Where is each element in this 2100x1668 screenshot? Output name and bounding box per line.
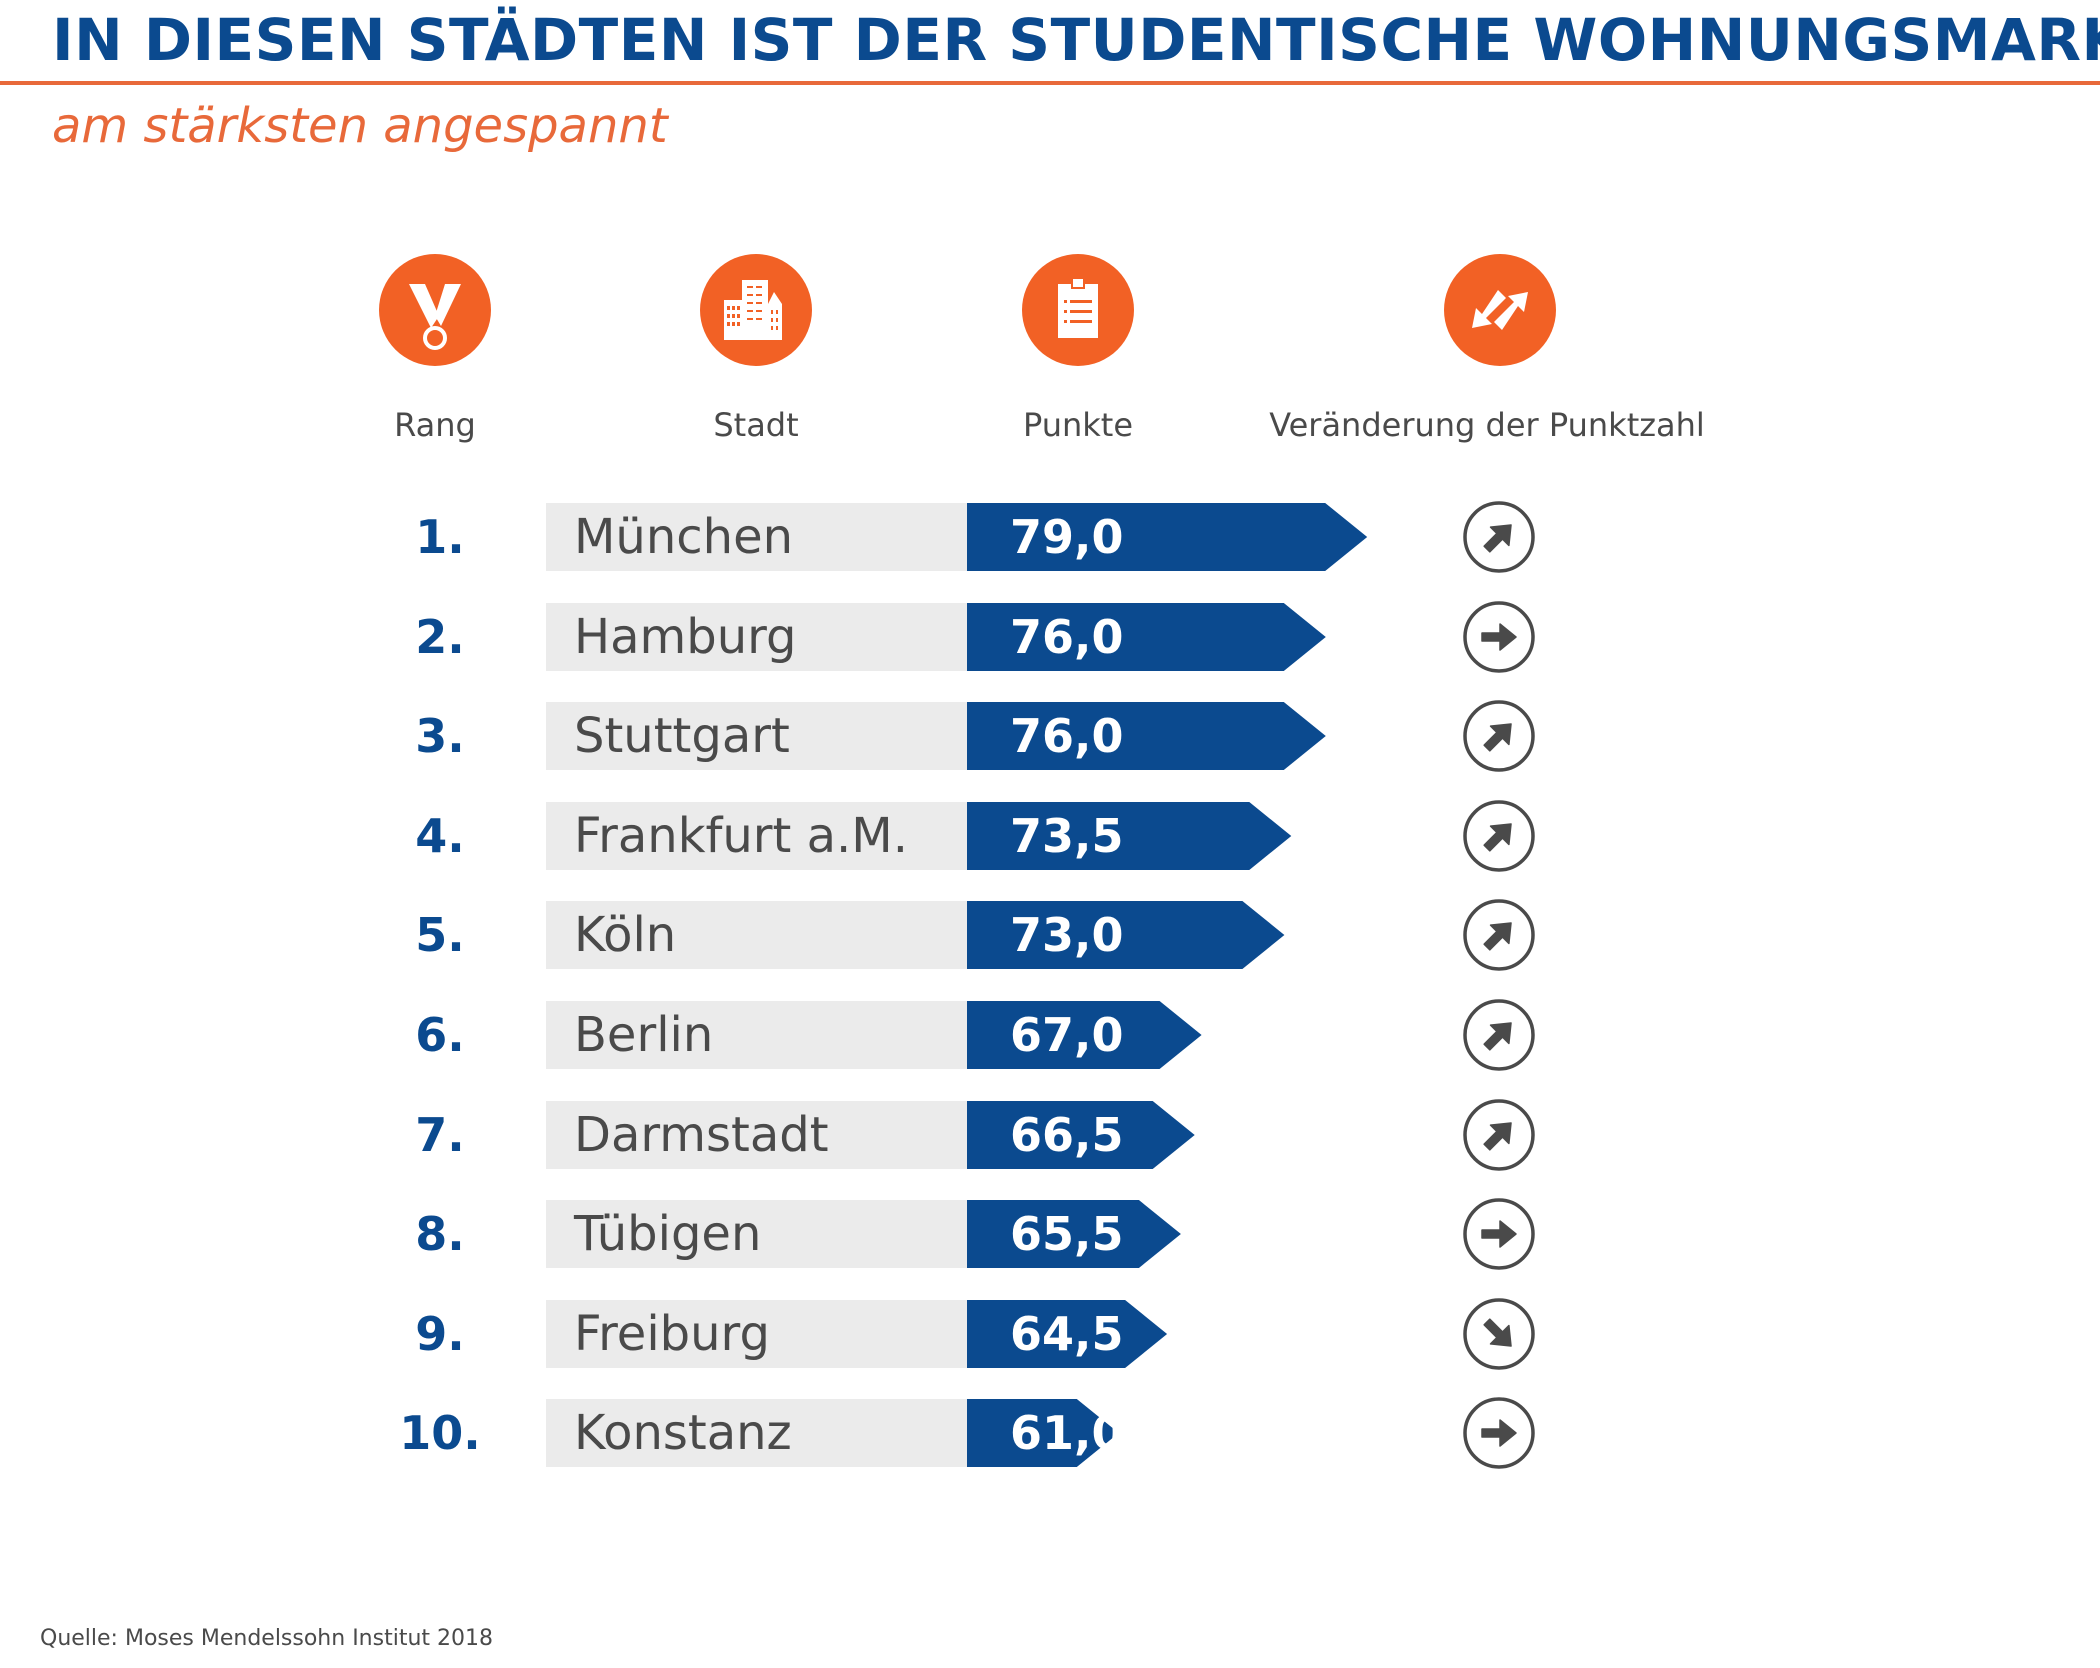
rank-label: 6. (415, 1008, 465, 1062)
arrow-right-icon (1463, 600, 1535, 673)
city-name: Stuttgart (574, 708, 790, 765)
score-bar-wrapper (967, 1200, 1181, 1269)
city-name: Berlin (574, 1007, 714, 1063)
arrow-up-right-icon (1463, 700, 1535, 772)
score-bar (967, 702, 1326, 771)
city-cell (546, 702, 967, 771)
score-label: 76,0 (1010, 609, 1124, 664)
table-row: 3. Stuttgart 76,0 (0, 700, 2100, 772)
city-cell (546, 602, 967, 671)
city-cell (546, 901, 967, 970)
score-bar (967, 801, 1292, 870)
city-cell (546, 801, 967, 870)
title-divider (0, 81, 2100, 85)
swap-arrows-icon (1444, 254, 1556, 366)
table-row: 2. Hamburg 76,0 (0, 600, 2100, 673)
city-name: Frankfurt a.M. (574, 807, 908, 864)
table-row: 5. Köln 73,0 (0, 899, 2100, 972)
table-row: 1. München 79,0 (0, 501, 2100, 573)
arrow-up-right-icon (1463, 899, 1535, 972)
score-bar (967, 1200, 1181, 1269)
arrow-up-right-icon (1463, 800, 1535, 872)
score-label: 64,5 (1010, 1306, 1124, 1361)
table-row: 10. Konstanz 61,0 (0, 1397, 2100, 1470)
column-header-rang: Rang (394, 406, 476, 444)
score-bar-wrapper (967, 1001, 1202, 1069)
column-header-stadt: Stadt (713, 406, 799, 444)
rank-label: 8. (415, 1207, 465, 1262)
score-label: 67,0 (1010, 1008, 1124, 1062)
source-note: Quelle: Moses Mendelssohn Institut 2018 (40, 1626, 493, 1651)
table-row: 8. Tübigen 65,5 (0, 1198, 2100, 1270)
rank-label: 5. (415, 908, 465, 963)
score-bar-wrapper (967, 901, 1285, 970)
arrow-up-right-icon (1463, 999, 1535, 1071)
buildings-icon (700, 254, 812, 366)
city-cell (546, 1100, 967, 1169)
rank-label: 4. (415, 808, 465, 863)
score-bar (967, 1100, 1195, 1169)
rank-label: 10. (399, 1406, 481, 1461)
page-title: IN DIESEN STÄDTEN IST DER STUDENTISCHE W… (52, 6, 2100, 74)
score-bar-wrapper (967, 1399, 1119, 1468)
table-row: 4. Frankfurt a.M. 73,5 (0, 800, 2100, 872)
score-label: 76,0 (1010, 709, 1124, 764)
column-header-punkte: Punkte (1022, 406, 1134, 444)
arrow-right-icon (1463, 1198, 1535, 1270)
city-cell (546, 1001, 967, 1069)
arrow-up-right-icon (1463, 501, 1535, 573)
score-label: 73,0 (1010, 908, 1124, 963)
score-bar (967, 602, 1326, 671)
rank-label: 1. (415, 510, 465, 564)
score-label: 66,5 (1010, 1107, 1124, 1162)
score-label: 79,0 (1010, 510, 1124, 564)
city-name: Hamburg (574, 608, 797, 665)
city-name: Freiburg (574, 1305, 770, 1362)
score-bar-wrapper (967, 1100, 1195, 1169)
city-name: Tübigen (574, 1206, 762, 1263)
city-name: Darmstadt (574, 1106, 829, 1163)
rank-label: 3. (415, 709, 465, 764)
score-bar (967, 1001, 1202, 1069)
city-name: München (574, 509, 794, 565)
score-bar-wrapper (967, 503, 1368, 571)
city-name: Köln (574, 907, 677, 964)
table-row: 9. Freiburg 64,5 (0, 1298, 2100, 1370)
score-bar (967, 503, 1368, 571)
score-bar-wrapper (967, 801, 1292, 870)
clipboard-icon (1022, 254, 1134, 366)
rank-label: 7. (415, 1107, 465, 1162)
arrow-up-right-icon (1463, 1098, 1535, 1171)
medal-icon (379, 254, 491, 366)
city-name: Konstanz (574, 1405, 792, 1462)
score-label: 61,0 (1010, 1406, 1124, 1461)
score-bar-wrapper (967, 702, 1326, 771)
rank-label: 2. (415, 609, 465, 664)
city-cell (546, 1299, 967, 1368)
score-bar (967, 1299, 1168, 1368)
score-bar (967, 901, 1285, 970)
city-cell (546, 503, 967, 571)
table-row: 7. Darmstadt 66,5 (0, 1098, 2100, 1171)
city-cell (546, 1200, 967, 1269)
score-bar (967, 1399, 1119, 1468)
score-label: 73,5 (1010, 808, 1124, 863)
city-cell (546, 1399, 967, 1468)
score-bar-wrapper (967, 1299, 1168, 1368)
column-header-veraenderung: Veränderung der Punktzahl (1269, 406, 1705, 444)
arrow-right-icon (1463, 1397, 1535, 1470)
score-label: 65,5 (1010, 1207, 1124, 1262)
score-bar-wrapper (967, 602, 1326, 671)
rank-label: 9. (415, 1306, 465, 1361)
table-row: 6. Berlin 67,0 (0, 999, 2100, 1071)
arrow-down-right-icon (1463, 1298, 1535, 1370)
page-subtitle: am stärksten angespannt (52, 98, 668, 154)
